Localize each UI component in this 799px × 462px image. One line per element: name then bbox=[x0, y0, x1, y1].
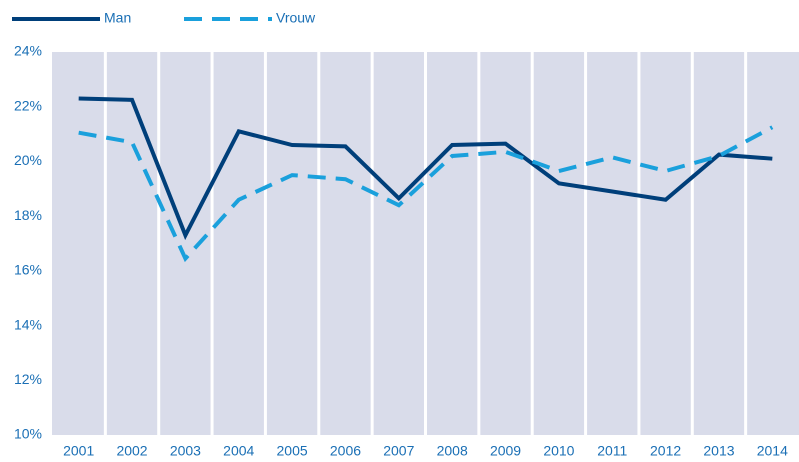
x-tick-label: 2002 bbox=[116, 443, 147, 459]
series-line bbox=[78, 125, 774, 263]
x-tick-label: 2003 bbox=[170, 443, 201, 459]
x-tick-label: 2001 bbox=[63, 443, 94, 459]
y-tick-label: 20% bbox=[14, 152, 42, 168]
y-tick-label: 14% bbox=[14, 316, 42, 332]
x-tick-label: 2012 bbox=[650, 443, 681, 459]
x-tick-label: 2007 bbox=[383, 443, 414, 459]
x-tick-label: 2008 bbox=[437, 443, 468, 459]
x-tick-label: 2009 bbox=[490, 443, 521, 459]
legend-label: Vrouw bbox=[276, 10, 316, 26]
legend-label: Man bbox=[104, 10, 131, 26]
x-tick-label: 2005 bbox=[277, 443, 308, 459]
x-tick-label: 2004 bbox=[223, 443, 254, 459]
y-tick-label: 24% bbox=[14, 43, 42, 59]
y-tick-label: 22% bbox=[14, 97, 42, 113]
y-tick-label: 10% bbox=[14, 426, 42, 442]
x-tick-label: 2013 bbox=[703, 443, 734, 459]
x-tick-label: 2011 bbox=[597, 443, 627, 459]
y-tick-label: 18% bbox=[14, 207, 42, 223]
series-line bbox=[78, 96, 773, 241]
x-tick-label: 2010 bbox=[543, 443, 574, 459]
y-tick-label: 12% bbox=[14, 371, 42, 387]
y-tick-label: 16% bbox=[14, 262, 42, 278]
x-tick-label: 2006 bbox=[330, 443, 361, 459]
x-tick-label: 2014 bbox=[757, 443, 788, 459]
